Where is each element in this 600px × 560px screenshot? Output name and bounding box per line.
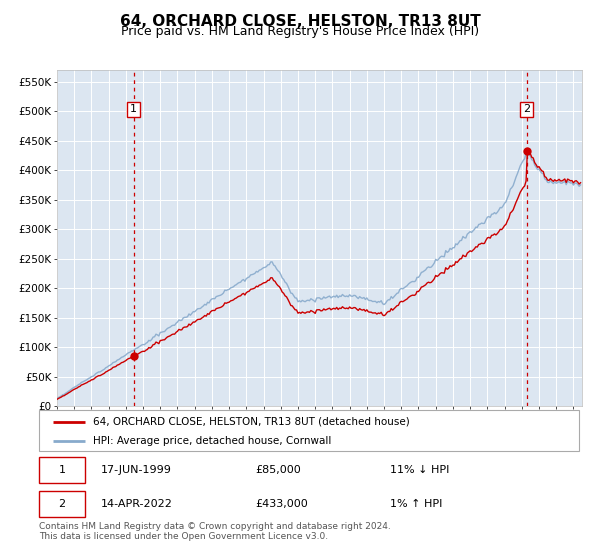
Text: £85,000: £85,000 [255, 465, 301, 475]
Text: 64, ORCHARD CLOSE, HELSTON, TR13 8UT (detached house): 64, ORCHARD CLOSE, HELSTON, TR13 8UT (de… [93, 417, 410, 427]
FancyBboxPatch shape [39, 410, 579, 451]
Text: 2: 2 [58, 499, 65, 509]
Text: £433,000: £433,000 [255, 499, 308, 509]
Text: 1: 1 [130, 105, 137, 114]
Text: 1: 1 [58, 465, 65, 475]
Text: 64, ORCHARD CLOSE, HELSTON, TR13 8UT: 64, ORCHARD CLOSE, HELSTON, TR13 8UT [119, 14, 481, 29]
Text: Price paid vs. HM Land Registry's House Price Index (HPI): Price paid vs. HM Land Registry's House … [121, 25, 479, 38]
FancyBboxPatch shape [39, 491, 85, 517]
Text: HPI: Average price, detached house, Cornwall: HPI: Average price, detached house, Corn… [93, 436, 331, 446]
Text: 17-JUN-1999: 17-JUN-1999 [101, 465, 172, 475]
Text: 14-APR-2022: 14-APR-2022 [101, 499, 173, 509]
Text: 11% ↓ HPI: 11% ↓ HPI [390, 465, 449, 475]
Text: Contains HM Land Registry data © Crown copyright and database right 2024.
This d: Contains HM Land Registry data © Crown c… [39, 522, 391, 542]
Text: 1% ↑ HPI: 1% ↑ HPI [390, 499, 442, 509]
Text: 2: 2 [523, 105, 530, 114]
FancyBboxPatch shape [39, 457, 85, 483]
